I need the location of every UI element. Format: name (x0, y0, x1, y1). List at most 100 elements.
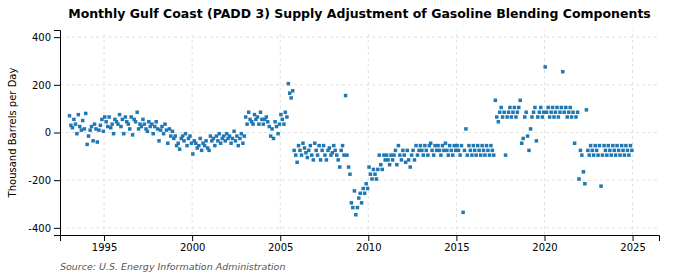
axis-line (54, 31, 61, 236)
grid-line (280, 30, 281, 235)
point (287, 82, 291, 86)
point (281, 118, 285, 122)
point (307, 149, 311, 153)
point (557, 115, 561, 119)
point (102, 130, 106, 134)
tick: 2005 (268, 235, 293, 253)
grid-line (60, 180, 659, 181)
point (106, 125, 110, 129)
point (617, 149, 621, 153)
point (613, 149, 617, 153)
tick-label: 1995 (92, 242, 117, 253)
point (558, 110, 562, 114)
point (372, 168, 376, 172)
point (573, 141, 577, 145)
point (545, 110, 549, 114)
tick-label: 2025 (620, 242, 645, 253)
chart: 1995200020052010201520202025-400-2000200… (0, 0, 675, 275)
point (332, 144, 336, 148)
point (131, 133, 135, 137)
point (88, 128, 92, 132)
point (124, 115, 128, 119)
point (549, 110, 553, 114)
point (392, 153, 396, 157)
point (272, 137, 276, 141)
point (91, 139, 95, 143)
point (284, 110, 288, 114)
point (121, 118, 125, 122)
point (345, 153, 349, 157)
point (410, 153, 414, 157)
point (84, 112, 88, 116)
point (323, 153, 327, 157)
point (228, 134, 232, 138)
point (364, 182, 368, 186)
point (150, 122, 154, 126)
point (554, 110, 558, 114)
tick-label: -200 (28, 175, 51, 186)
point (116, 122, 120, 126)
tick-label: 2010 (356, 242, 381, 253)
point (366, 187, 370, 191)
point (129, 115, 133, 119)
point (476, 144, 480, 148)
tick-label: 2000 (180, 242, 205, 253)
point (262, 122, 266, 126)
point (457, 149, 461, 153)
point (238, 137, 242, 141)
point (450, 149, 454, 153)
point (552, 115, 556, 119)
point (134, 120, 138, 124)
point (408, 165, 412, 169)
point (257, 122, 261, 126)
tick-mark (280, 235, 281, 241)
point (485, 144, 489, 148)
point (103, 115, 107, 119)
tick: 2015 (444, 235, 469, 253)
point (317, 144, 321, 148)
point (94, 127, 98, 130)
point (178, 147, 182, 151)
point (521, 137, 525, 141)
tick-label: 0 (45, 127, 51, 138)
point (265, 115, 269, 119)
point (118, 113, 122, 117)
point (414, 144, 418, 148)
point (420, 149, 424, 153)
point (71, 126, 75, 130)
point (447, 153, 451, 157)
point (604, 149, 608, 153)
point (404, 161, 408, 165)
point (298, 149, 302, 153)
point (104, 120, 108, 124)
point (527, 149, 531, 153)
point (165, 128, 169, 132)
point (176, 141, 180, 145)
point (472, 144, 476, 148)
point (342, 153, 346, 157)
point (510, 115, 514, 119)
point (535, 139, 539, 143)
point (275, 125, 279, 129)
point (518, 99, 522, 103)
point (407, 158, 411, 162)
point (85, 143, 89, 147)
point (184, 132, 188, 136)
point (574, 115, 578, 119)
point (461, 211, 465, 215)
point (589, 144, 593, 148)
point (370, 177, 374, 181)
point (599, 184, 603, 188)
point (270, 127, 274, 130)
point (322, 144, 326, 148)
point (438, 149, 442, 153)
point (163, 122, 167, 126)
point (626, 149, 630, 153)
point (397, 144, 401, 148)
point (538, 110, 542, 114)
y-axis: -400-2000200400 (28, 31, 60, 236)
tick: 1995 (92, 235, 117, 253)
point (422, 153, 426, 157)
point (504, 153, 508, 157)
point (455, 144, 459, 148)
